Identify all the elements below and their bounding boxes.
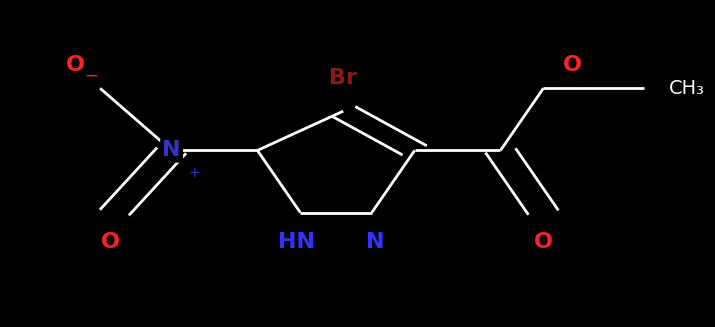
Text: +: + bbox=[189, 166, 200, 180]
Text: O: O bbox=[102, 232, 120, 252]
Text: −: − bbox=[84, 66, 99, 84]
Text: O: O bbox=[534, 232, 553, 252]
Text: HN: HN bbox=[278, 232, 315, 252]
Text: Br: Br bbox=[329, 68, 358, 89]
Text: O: O bbox=[66, 55, 84, 76]
Text: CH₃: CH₃ bbox=[669, 79, 704, 98]
Text: N: N bbox=[366, 232, 385, 252]
Text: O: O bbox=[563, 55, 581, 76]
Text: N: N bbox=[162, 140, 181, 161]
